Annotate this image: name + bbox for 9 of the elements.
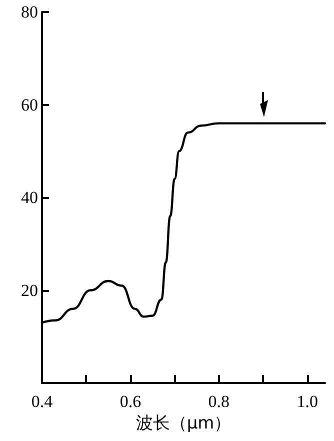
y-tick-label: 80 — [21, 2, 38, 22]
y-tick-label: 20 — [21, 280, 38, 300]
x-tick-label: 1.0 — [296, 392, 318, 411]
y-tick-label: 60 — [21, 95, 38, 114]
x-tick-label: 0.4 — [31, 392, 54, 411]
y-tick-label: 40 — [21, 188, 38, 207]
x-tick-label: 0.6 — [120, 392, 142, 411]
x-tick-label: 0.8 — [208, 392, 230, 411]
x-axis-title: 波长（μm） — [136, 413, 232, 434]
